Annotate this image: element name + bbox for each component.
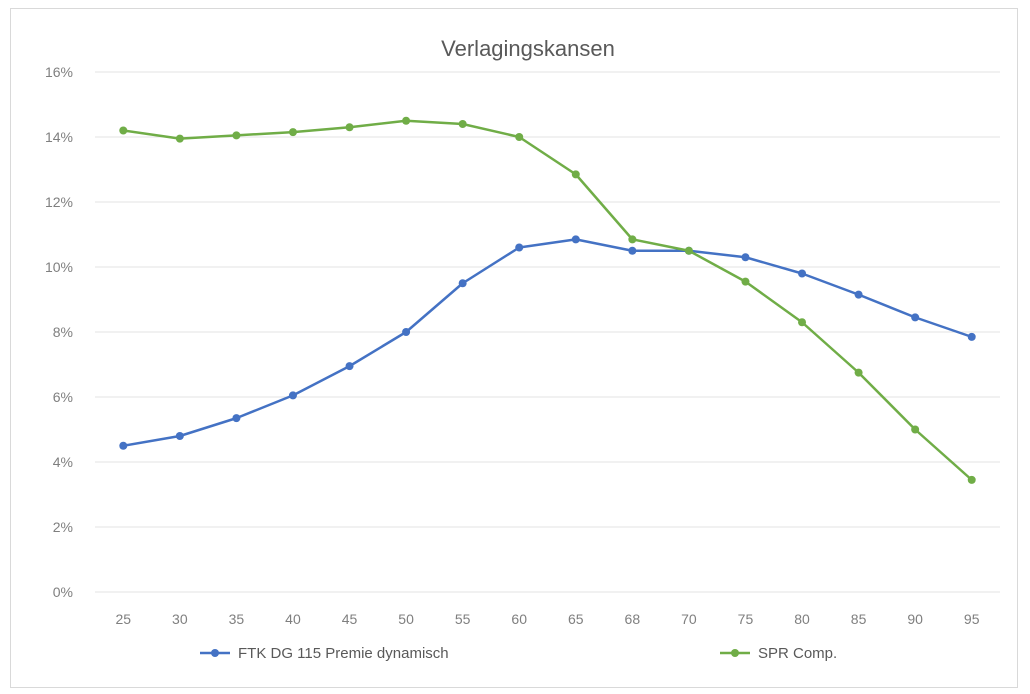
data-point xyxy=(571,235,580,244)
data-point xyxy=(175,134,184,143)
data-point xyxy=(345,362,354,371)
data-point xyxy=(628,246,637,255)
y-tick-label: 2% xyxy=(53,519,73,535)
x-tick-label: 60 xyxy=(511,611,527,627)
data-point xyxy=(571,170,580,179)
x-axis-ticks: 25 30 35 40 45 50 55 60 65 68 70 75 80 85 90 95 xyxy=(115,611,979,627)
data-point xyxy=(402,116,411,125)
legend-label: FTK DG 115 Premie dynamisch xyxy=(238,645,449,662)
x-tick-label: 50 xyxy=(398,611,414,627)
x-tick-label: 30 xyxy=(172,611,188,627)
x-tick-label: 70 xyxy=(681,611,697,627)
y-axis-ticks: 0% 2% 4% 6% 8% 10% 12% 14% 16% xyxy=(45,64,73,600)
x-tick-label: 45 xyxy=(342,611,358,627)
data-point xyxy=(911,313,920,322)
legend-label: SPR Comp. xyxy=(758,645,837,662)
data-point xyxy=(288,128,297,137)
data-point xyxy=(854,290,863,299)
legend[interactable]: FTK DG 115 Premie dynamisch SPR Comp. xyxy=(200,645,837,662)
x-tick-label: 55 xyxy=(455,611,471,627)
data-point xyxy=(288,391,297,400)
y-tick-label: 12% xyxy=(45,194,73,210)
legend-marker xyxy=(731,649,739,657)
data-point xyxy=(854,368,863,377)
y-tick-label: 10% xyxy=(45,259,73,275)
data-point xyxy=(741,253,750,262)
x-tick-label: 85 xyxy=(851,611,867,627)
data-point xyxy=(967,475,976,484)
x-tick-label: 35 xyxy=(229,611,245,627)
data-point xyxy=(232,414,241,423)
series-1 xyxy=(119,235,976,450)
data-point xyxy=(458,120,467,128)
y-tick-label: 14% xyxy=(45,129,73,145)
data-point xyxy=(119,441,128,450)
x-tick-label: 40 xyxy=(285,611,301,627)
data-point xyxy=(798,269,807,278)
data-point xyxy=(515,243,524,252)
series-2 xyxy=(119,116,976,484)
x-tick-label: 90 xyxy=(907,611,923,627)
data-point xyxy=(911,425,920,434)
data-point xyxy=(458,279,467,288)
data-point xyxy=(628,235,637,244)
data-point xyxy=(402,328,411,336)
legend-item-2[interactable]: SPR Comp. xyxy=(720,645,837,662)
data-point xyxy=(232,131,241,140)
data-point xyxy=(345,123,354,132)
y-tick-label: 8% xyxy=(53,324,73,340)
y-tick-label: 16% xyxy=(45,64,73,80)
x-tick-label: 95 xyxy=(964,611,980,627)
chart-frame xyxy=(10,8,1018,688)
data-point xyxy=(119,126,128,135)
legend-marker xyxy=(211,649,219,657)
data-point xyxy=(798,318,807,327)
series-line xyxy=(123,238,973,447)
y-tick-label: 4% xyxy=(53,454,73,470)
data-point xyxy=(515,133,524,141)
gridlines xyxy=(95,71,1000,593)
y-tick-label: 6% xyxy=(53,389,73,405)
series-line xyxy=(123,119,973,481)
data-point xyxy=(684,246,693,255)
legend-item-1[interactable]: FTK DG 115 Premie dynamisch xyxy=(200,645,449,662)
x-tick-label: 75 xyxy=(738,611,754,627)
data-point xyxy=(175,432,184,440)
data-point xyxy=(967,332,976,341)
x-tick-label: 68 xyxy=(625,611,641,627)
chart-title: Verlagingskansen xyxy=(441,36,615,61)
y-tick-label: 0% xyxy=(53,584,73,600)
x-tick-label: 25 xyxy=(115,611,131,627)
x-tick-label: 65 xyxy=(568,611,584,627)
x-tick-label: 80 xyxy=(794,611,810,627)
data-point xyxy=(741,277,750,286)
series-layer xyxy=(119,116,976,484)
